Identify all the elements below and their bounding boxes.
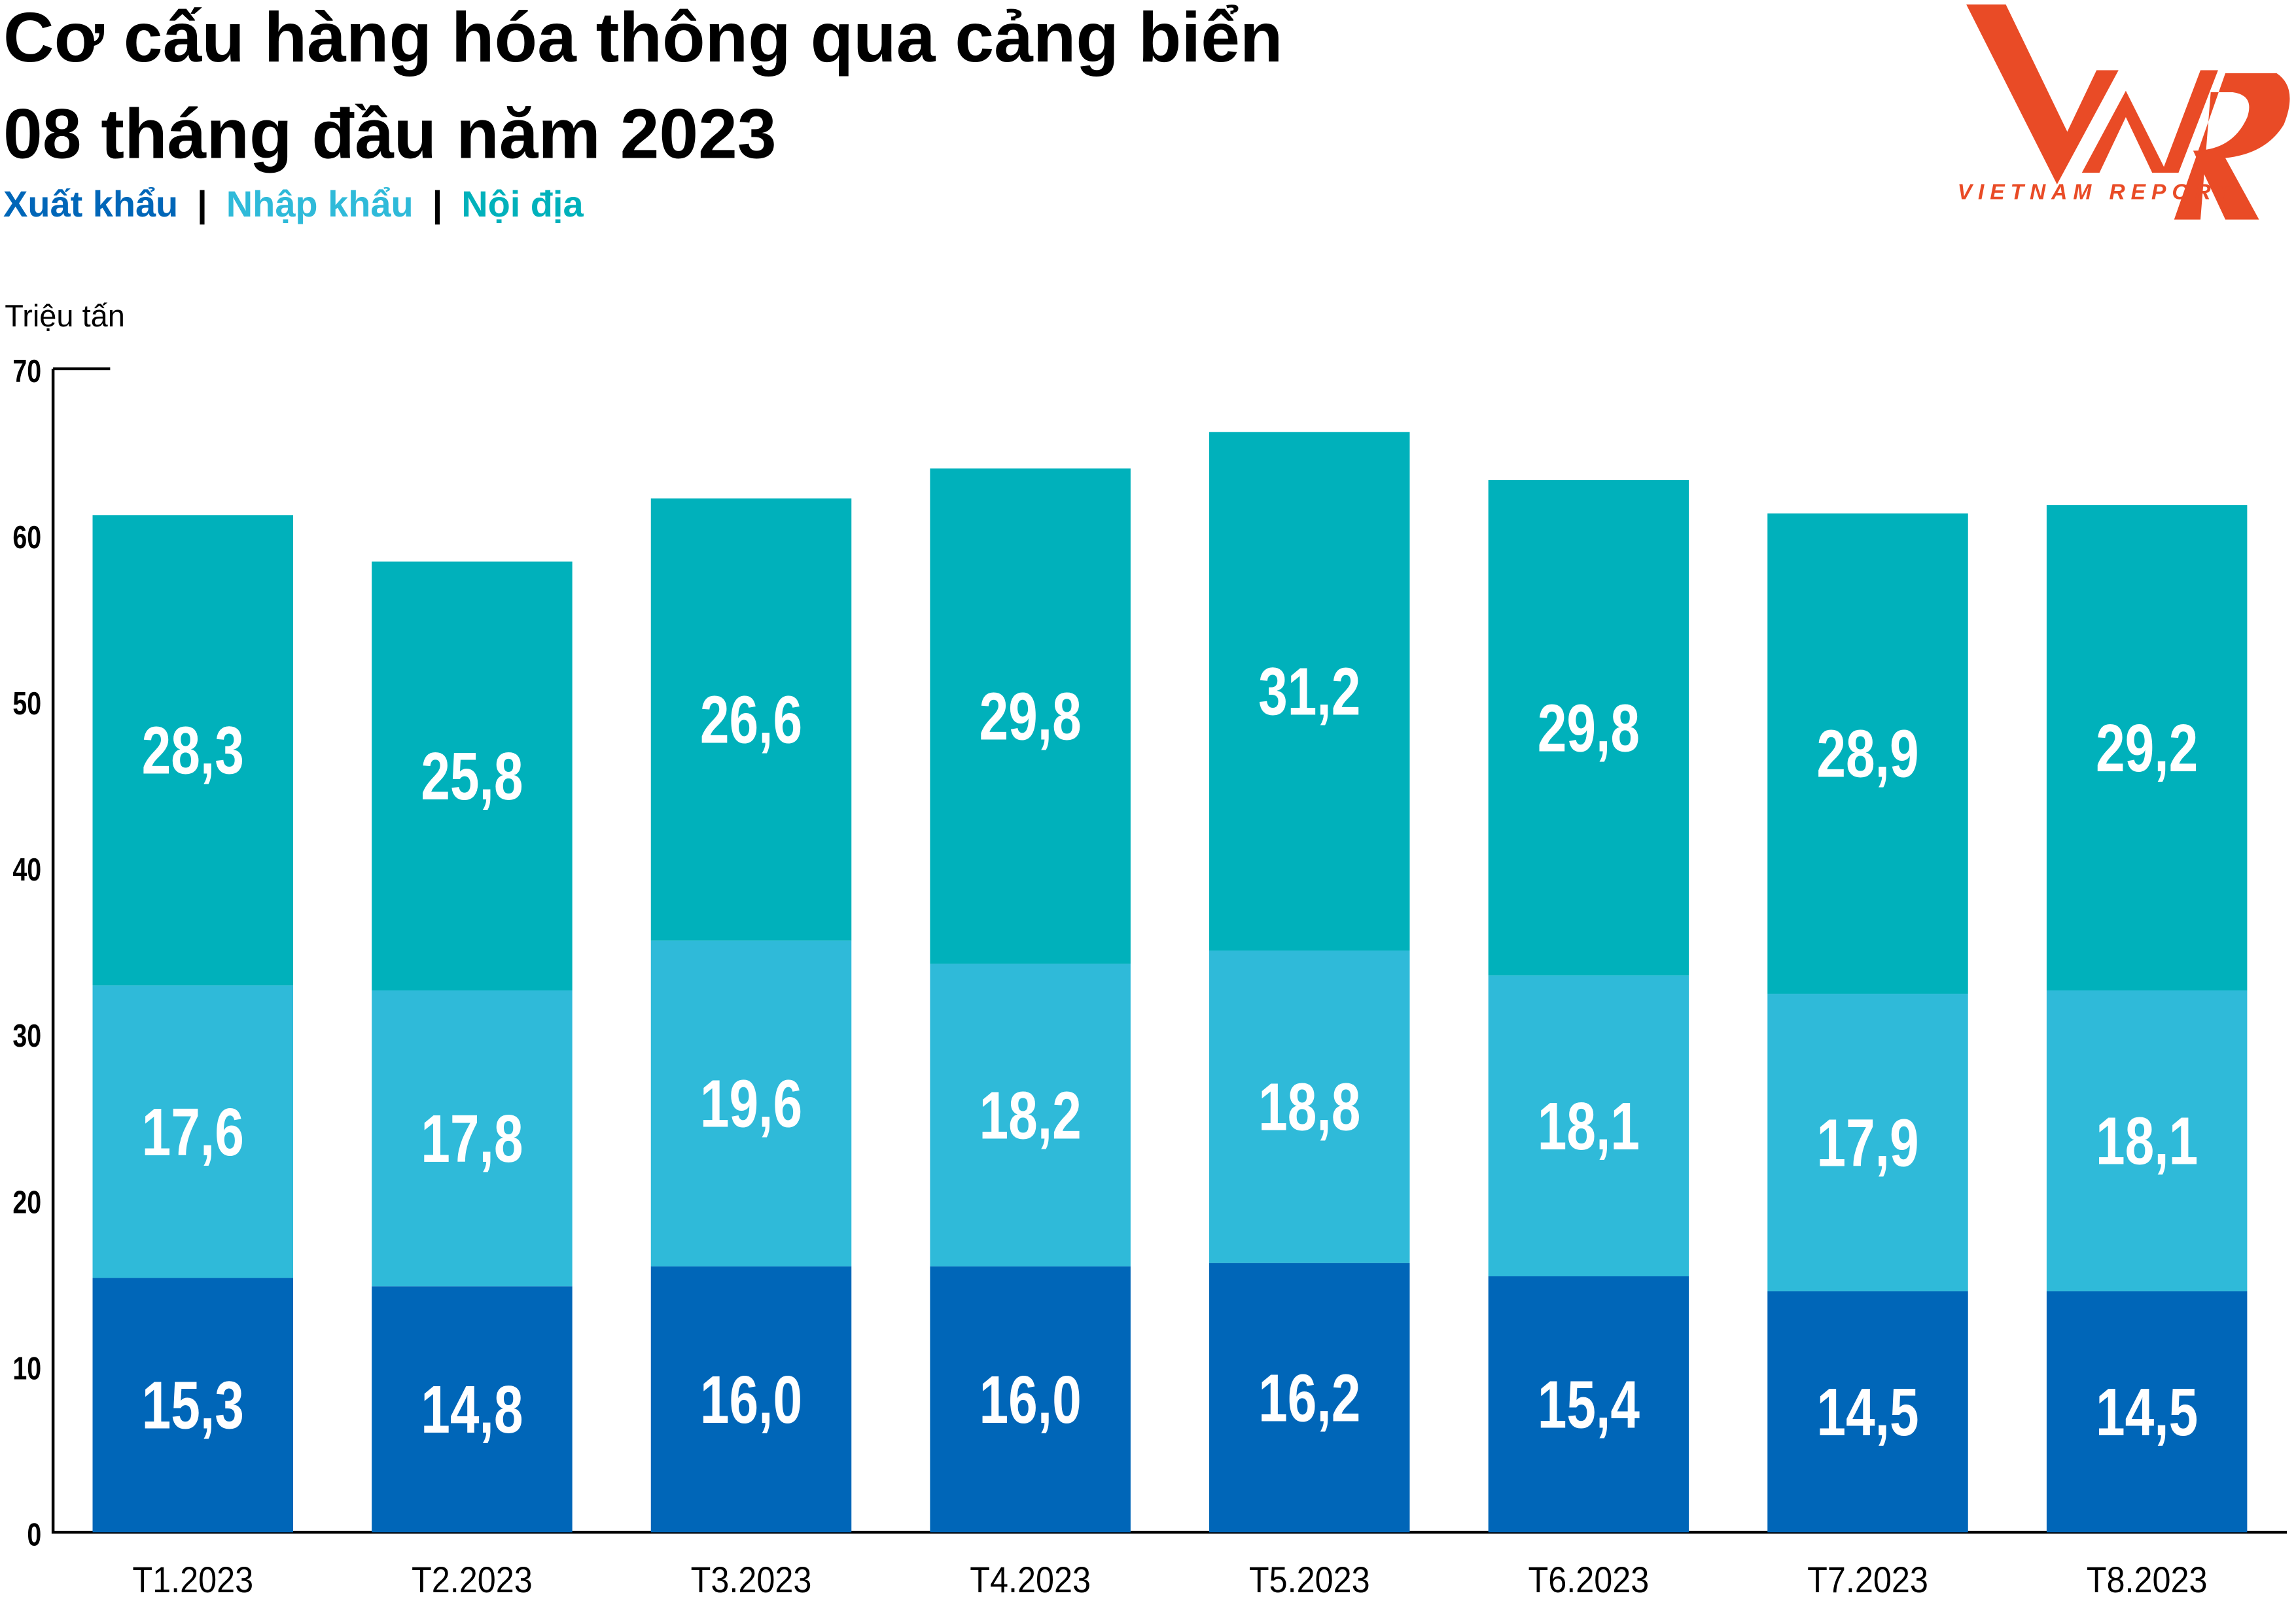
bar-segment-nội-địa: [650, 498, 852, 941]
data-label: 16,0: [980, 1361, 1082, 1437]
chart-title-line1: Cơ cấu hàng hóa thông qua cảng biển: [3, 0, 1282, 77]
vnr-logo: VIETNAM REPORT: [1958, 4, 2290, 220]
legend-separator: |: [197, 183, 207, 225]
data-label: 18,8: [1258, 1069, 1360, 1145]
legend-separator: |: [433, 183, 443, 225]
data-label: 31,2: [1258, 654, 1360, 729]
bar-segment-nội-địa: [1488, 480, 1689, 976]
y-ticks: 0 10 20 30 40 50 60 70: [12, 354, 41, 1553]
bar-segment-xuất-khẩu: [1209, 1263, 1410, 1533]
legend-domestic: Nội địa: [461, 183, 584, 224]
bar-segment-nội-địa: [92, 515, 294, 986]
data-label: 29,8: [1538, 690, 1640, 766]
bar-segment-xuất-khẩu: [650, 1266, 852, 1533]
data-label: 17,9: [1816, 1105, 1918, 1181]
data-label: 16,2: [1258, 1360, 1360, 1436]
data-label: 16,0: [700, 1361, 802, 1437]
data-label: 28,9: [1816, 716, 1918, 792]
x-tick-label: T5.2023: [1249, 1560, 1370, 1601]
data-label: 14,8: [421, 1371, 523, 1447]
bar-segment-nội-địa: [2046, 505, 2248, 991]
data-label: 14,5: [2096, 1374, 2198, 1450]
data-label: 25,8: [421, 738, 523, 814]
y-tick-label: 60: [12, 520, 41, 555]
bar-segment-nhập-khẩu: [372, 990, 573, 1287]
data-label: 18,1: [2096, 1103, 2198, 1179]
data-label: 19,6: [700, 1066, 802, 1142]
data-label: 29,2: [2096, 710, 2198, 786]
bar-segment-nhập-khẩu: [92, 985, 294, 1278]
bar-segment-nhập-khẩu: [650, 940, 852, 1266]
bar-segment-nhập-khẩu: [1767, 994, 1968, 1291]
data-label: 17,6: [142, 1094, 244, 1170]
y-tick-label: 30: [12, 1019, 41, 1054]
data-label: 15,4: [1538, 1367, 1640, 1442]
x-tick-label: T4.2023: [970, 1560, 1091, 1601]
logo-v-shape: [1966, 4, 2119, 184]
y-tick-label: 50: [12, 686, 41, 722]
logo-text: VIETNAM REPORT: [1958, 180, 2236, 204]
bar-segment-xuất-khẩu: [92, 1278, 294, 1533]
legend: Xuất khẩu | Nhập khẩu | Nội địa: [3, 183, 584, 225]
y-axis-label: Triệu tấn: [5, 298, 125, 333]
bar-segment-xuất-khẩu: [1488, 1276, 1689, 1533]
legend-export: Xuất khẩu: [3, 183, 178, 224]
x-ticks: T1.2023 T2.2023 T3.2023 T4.2023 T5.2023 T6.20…: [132, 1560, 2207, 1601]
bar-segment-nhập-khẩu: [930, 964, 1131, 1266]
data-label: 15,3: [142, 1367, 244, 1443]
bar-segment-nội-địa: [1209, 432, 1410, 951]
x-tick-label: T7.2023: [1807, 1560, 1928, 1601]
bar-segment-nhập-khẩu: [2046, 990, 2248, 1291]
bar-segment-nhập-khẩu: [1488, 975, 1689, 1277]
x-tick-label: T6.2023: [1528, 1560, 1650, 1601]
x-tick-label: T3.2023: [691, 1560, 812, 1601]
x-tick-label: T2.2023: [412, 1560, 533, 1601]
logo-n-shape: [2081, 70, 2218, 173]
bar-segment-nội-địa: [372, 561, 573, 991]
x-tick-label: T1.2023: [132, 1560, 253, 1601]
x-tick-label: T8.2023: [2087, 1560, 2208, 1601]
y-tick-label: 0: [27, 1517, 41, 1552]
data-label: 18,2: [980, 1077, 1082, 1153]
bar-segment-nhập-khẩu: [1209, 951, 1410, 1263]
data-label: 14,5: [1816, 1374, 1918, 1450]
y-tick-label: 20: [12, 1185, 41, 1220]
bar-segment-nội-địa: [1767, 513, 1968, 994]
y-tick-label: 70: [12, 354, 41, 389]
logo-r-shape: [2174, 73, 2290, 220]
data-label: 18,1: [1538, 1088, 1640, 1164]
data-label: 29,8: [980, 678, 1082, 754]
data-label: 28,3: [142, 712, 244, 788]
legend-import: Nhập khẩu: [226, 183, 414, 224]
bars: 15,3 17,6 28,3 14,8 17,8 25,8 16,0 19,6 26,6 16,0…: [92, 432, 2248, 1533]
data-label: 17,8: [421, 1100, 523, 1176]
data-label: 26,6: [700, 682, 802, 758]
y-tick-label: 40: [12, 852, 41, 888]
y-tick-label: 10: [12, 1351, 41, 1386]
bar-segment-xuất-khẩu: [930, 1266, 1131, 1533]
chart-title-line2: 08 tháng đầu năm 2023: [3, 95, 777, 173]
bar-segment-xuất-khẩu: [372, 1286, 573, 1533]
bar-segment-nội-địa: [930, 468, 1131, 964]
bar-segment-xuất-khẩu: [2046, 1291, 2248, 1533]
bar-segment-xuất-khẩu: [1767, 1291, 1968, 1533]
